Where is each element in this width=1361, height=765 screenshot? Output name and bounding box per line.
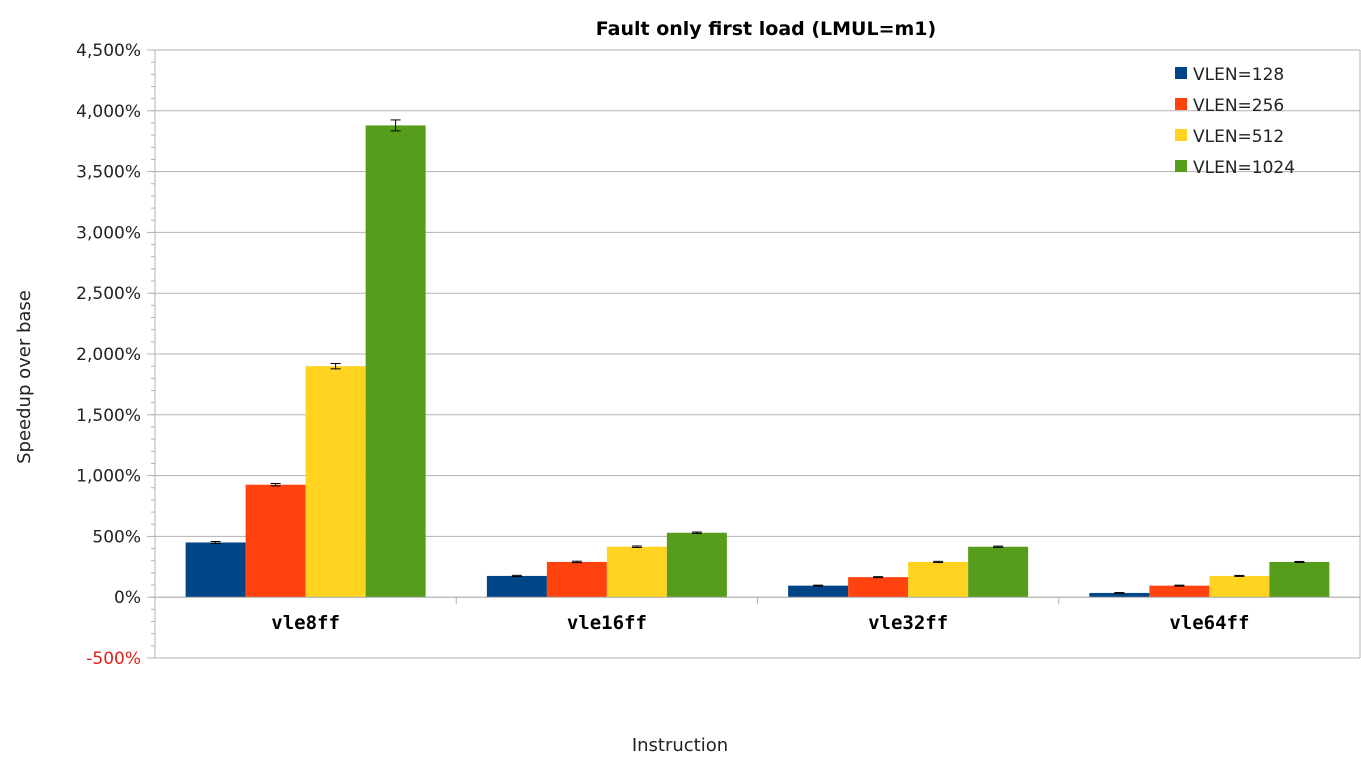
- y-tick-label: 1,500%: [76, 406, 141, 426]
- legend-swatch: [1175, 67, 1187, 79]
- error-bar: [1114, 592, 1125, 594]
- bar: [1269, 561, 1330, 598]
- error-bar: [691, 531, 702, 534]
- error-bar: [210, 541, 221, 544]
- bar: [486, 575, 547, 598]
- chart-title: Fault only first load (LMUL=m1): [596, 18, 936, 40]
- error-bar: [1174, 584, 1185, 587]
- x-tick-label: vle8ff: [271, 612, 340, 634]
- y-tick-label: 2,000%: [76, 345, 141, 365]
- error-bar: [813, 584, 824, 587]
- bar: [245, 484, 306, 598]
- bar: [848, 577, 909, 598]
- error-bar: [933, 560, 944, 564]
- error-bar: [993, 545, 1004, 548]
- y-tick-label: -500%: [86, 649, 141, 669]
- y-axis-label: Speedup over base: [14, 290, 35, 464]
- legend: VLEN=128 VLEN=256 VLEN=512 VLEN=1024: [1175, 65, 1295, 178]
- bar: [1149, 585, 1210, 598]
- error-bar: [1234, 574, 1245, 577]
- legend-item: VLEN=256: [1175, 96, 1284, 116]
- x-tick-label: vle64ff: [1169, 612, 1249, 634]
- bar: [666, 532, 727, 598]
- legend-swatch: [1175, 98, 1187, 110]
- y-tick-label: 4,500%: [76, 41, 141, 61]
- bar: [305, 366, 366, 598]
- legend-item: VLEN=128: [1175, 65, 1284, 85]
- y-tick-label: 4,000%: [76, 102, 141, 122]
- x-tick-label: vle32ff: [868, 612, 948, 634]
- y-axis: -500% 0% 500% 1,000% 1,500% 2,000% 2,500% 3,000…: [76, 41, 155, 669]
- error-bar: [631, 545, 642, 548]
- legend-item: VLEN=1024: [1175, 158, 1295, 178]
- y-tick-label: 3,000%: [76, 223, 141, 243]
- legend-swatch: [1175, 129, 1187, 141]
- y-tick-label: 3,500%: [76, 163, 141, 183]
- legend-label: VLEN=1024: [1193, 158, 1295, 178]
- error-bar: [390, 119, 401, 132]
- legend-item: VLEN=512: [1175, 127, 1284, 147]
- y-tick-label: 0%: [114, 588, 141, 608]
- legend-label: VLEN=512: [1193, 127, 1284, 147]
- error-bar: [330, 362, 341, 370]
- error-bar: [270, 483, 281, 487]
- bar: [185, 542, 246, 598]
- bars: [185, 119, 1330, 598]
- error-bar: [1294, 560, 1305, 563]
- x-tick-label: vle16ff: [567, 612, 647, 634]
- y-tick-label: 500%: [92, 527, 141, 547]
- error-bar: [873, 576, 884, 579]
- bar: [606, 546, 667, 598]
- error-bar: [511, 574, 522, 578]
- legend-swatch: [1175, 160, 1187, 172]
- x-axis: vle8ff vle16ff vle32ff vle64ff: [155, 596, 1360, 634]
- legend-label: VLEN=256: [1193, 96, 1284, 116]
- bar: [546, 561, 607, 598]
- bar: [908, 561, 969, 598]
- bar: [1209, 575, 1270, 598]
- legend-label: VLEN=128: [1193, 65, 1284, 85]
- error-bar: [571, 560, 582, 564]
- y-tick-label: 1,000%: [76, 467, 141, 487]
- bar: [968, 546, 1029, 598]
- bar: [365, 125, 426, 598]
- x-axis-label: Instruction: [632, 735, 728, 756]
- bar: [788, 585, 849, 598]
- y-tick-label: 2,500%: [76, 284, 141, 304]
- bar: [1089, 592, 1150, 598]
